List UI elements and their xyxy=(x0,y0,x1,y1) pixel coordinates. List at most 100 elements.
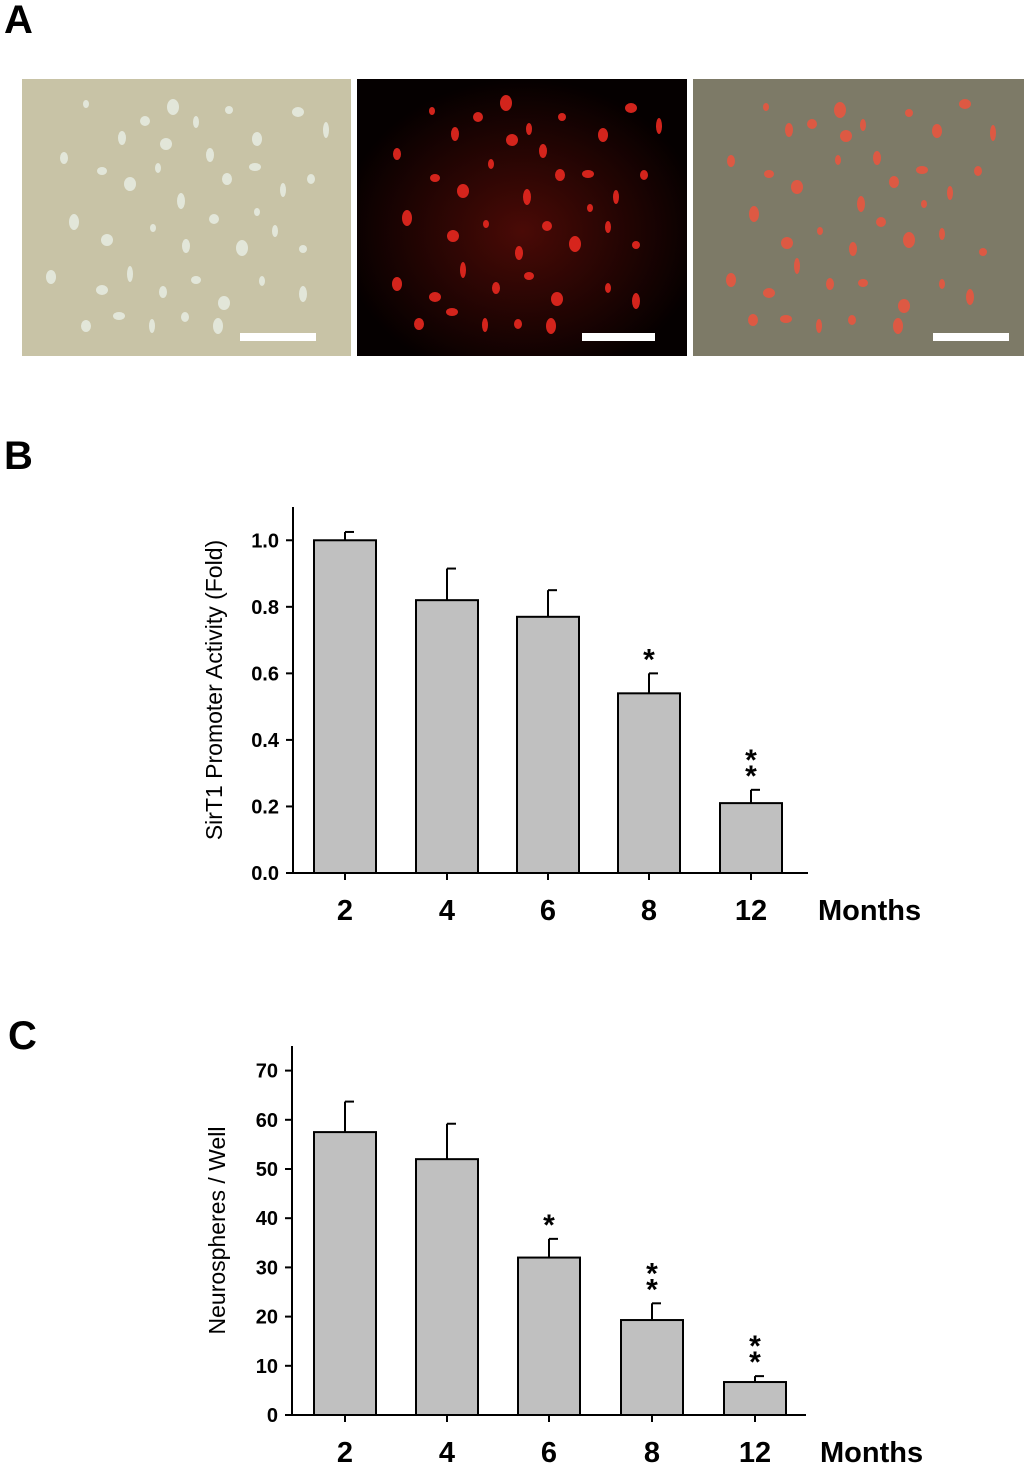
cell xyxy=(632,293,640,309)
cell xyxy=(780,315,792,323)
bar xyxy=(620,1319,684,1417)
cell xyxy=(155,163,161,173)
cell xyxy=(488,159,494,169)
cell xyxy=(252,132,262,146)
cell xyxy=(97,167,107,175)
cell xyxy=(299,245,307,253)
cell xyxy=(605,221,611,233)
cell xyxy=(181,312,189,322)
cell xyxy=(849,242,857,256)
cell xyxy=(81,320,91,332)
cell xyxy=(569,236,581,252)
cell xyxy=(966,289,974,305)
cell xyxy=(259,276,265,286)
cell xyxy=(393,148,401,160)
significance-marker: * xyxy=(749,1330,761,1363)
y-tick-label: 1.0 xyxy=(251,530,279,552)
cell xyxy=(307,174,315,184)
cell xyxy=(236,240,248,256)
cell xyxy=(921,200,927,208)
y-tick-label: 40 xyxy=(256,1208,278,1230)
cell xyxy=(430,174,440,182)
cell xyxy=(932,124,942,138)
cell xyxy=(893,318,903,334)
cell xyxy=(905,109,913,117)
y-tick-label: 70 xyxy=(256,1061,278,1083)
x-tick-label: 12 xyxy=(739,1437,771,1468)
cell xyxy=(506,134,518,146)
bar xyxy=(415,599,479,874)
cell xyxy=(539,144,547,158)
cell xyxy=(218,296,230,310)
cell xyxy=(781,237,793,249)
cell xyxy=(149,319,155,333)
cell xyxy=(640,170,648,180)
x-tick-label: 2 xyxy=(337,1437,353,1468)
cell xyxy=(446,308,458,316)
y-tick-label: 50 xyxy=(256,1159,278,1181)
cell xyxy=(213,318,223,334)
cell xyxy=(848,315,856,325)
cell xyxy=(392,277,402,291)
chart-sirt1-promoter-activity: 0.0 0.2 0.4 0.6 0.8 1.0 SirT1 Promoter Activit… xyxy=(201,507,921,927)
cell xyxy=(551,292,563,306)
cell xyxy=(447,230,459,242)
cell xyxy=(222,173,232,185)
cell xyxy=(225,106,233,114)
y-tick-label: 0.0 xyxy=(251,863,279,885)
scale-bar xyxy=(582,333,655,341)
cell xyxy=(826,278,834,290)
cell xyxy=(763,288,775,298)
cell xyxy=(323,122,329,138)
micrograph-fluorescence-image xyxy=(357,79,687,356)
cell xyxy=(500,95,512,111)
cell xyxy=(101,234,113,246)
cell xyxy=(473,112,483,122)
cell xyxy=(860,119,866,131)
bar xyxy=(723,1381,787,1417)
cell xyxy=(916,166,928,174)
scale-bar xyxy=(240,333,316,341)
y-tick-label: 0.6 xyxy=(251,663,279,685)
cell xyxy=(990,125,996,141)
cell xyxy=(160,138,172,150)
cell xyxy=(613,190,619,204)
cell xyxy=(482,318,488,332)
cell xyxy=(191,276,201,284)
bar xyxy=(719,802,783,874)
significance-marker: * xyxy=(543,1209,555,1242)
x-tick-label: 12 xyxy=(735,895,767,927)
cell xyxy=(582,170,594,178)
bar xyxy=(517,1256,581,1416)
cell xyxy=(598,128,608,142)
cell xyxy=(429,107,435,115)
cell xyxy=(840,130,852,142)
cell xyxy=(118,131,126,145)
cell xyxy=(587,204,593,212)
cell xyxy=(947,186,953,200)
bar xyxy=(415,1158,479,1416)
bar xyxy=(313,1131,377,1416)
cell xyxy=(857,196,865,212)
cell xyxy=(858,279,868,287)
micrograph-fluorescence xyxy=(357,79,687,356)
cell xyxy=(726,273,736,287)
micrograph-phase-contrast xyxy=(22,79,351,356)
cell xyxy=(96,285,108,295)
cell xyxy=(457,184,469,198)
cell xyxy=(182,239,190,253)
cell xyxy=(429,292,441,302)
cell xyxy=(817,227,823,235)
cell xyxy=(834,102,846,118)
cell xyxy=(402,210,412,226)
y-tick-label: 0.2 xyxy=(251,796,279,818)
x-tick-label: 8 xyxy=(641,895,657,927)
y-tick-label: 0 xyxy=(267,1405,278,1427)
cell xyxy=(193,116,199,128)
bar xyxy=(516,615,580,875)
micrograph-phase-contrast-image xyxy=(22,79,351,356)
cell xyxy=(280,183,286,197)
cell xyxy=(785,123,793,137)
cell xyxy=(605,283,611,293)
y-axis-label: Neurospheres / Well xyxy=(204,1127,230,1335)
